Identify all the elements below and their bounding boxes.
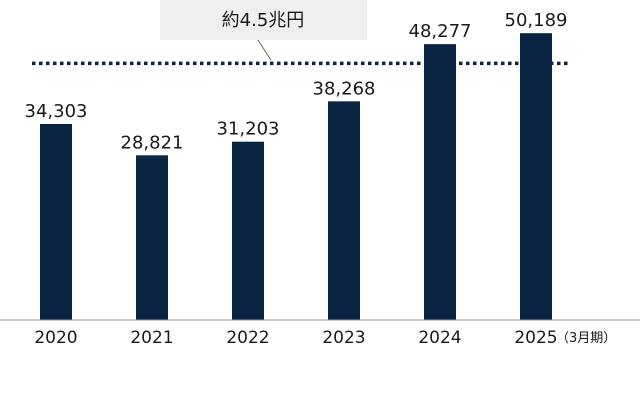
x-tick-labels-group: 2020 2021 2022 2023 2024 2025（3月期）: [34, 328, 616, 348]
value-labels-group: 34,303 28,821 31,203 38,268 48,277 50,189: [25, 10, 568, 153]
x-tick-2020: 2020: [34, 328, 77, 348]
x-tick-2023: 2023: [322, 328, 365, 348]
reference-callout: 約4.5兆円: [160, 0, 367, 61]
x-tick-suffix: （3月期）: [556, 331, 616, 346]
value-label-2020: 34,303: [25, 101, 88, 122]
bar-2024: [424, 44, 456, 320]
value-label-2021: 28,821: [121, 132, 184, 153]
bar-2020: [40, 123, 72, 321]
value-label-2023: 38,268: [313, 78, 376, 99]
callout-box: [160, 0, 367, 40]
x-tick-2022: 2022: [226, 328, 269, 348]
x-tick-2024: 2024: [418, 328, 461, 348]
callout-label: 約4.5兆円: [222, 10, 305, 31]
value-label-2024: 48,277: [409, 21, 472, 42]
bars-group: [40, 33, 552, 321]
callout-pointer: [257, 39, 272, 61]
bar-2025: [520, 33, 552, 320]
bar-2021: [136, 155, 168, 320]
bar-2023: [328, 101, 360, 320]
value-label-2022: 31,203: [217, 119, 280, 140]
x-tick-2021: 2021: [130, 328, 173, 348]
bar-2022: [232, 141, 264, 320]
value-label-2025: 50,189: [505, 10, 568, 31]
x-tick-2025: 2025: [514, 328, 557, 348]
